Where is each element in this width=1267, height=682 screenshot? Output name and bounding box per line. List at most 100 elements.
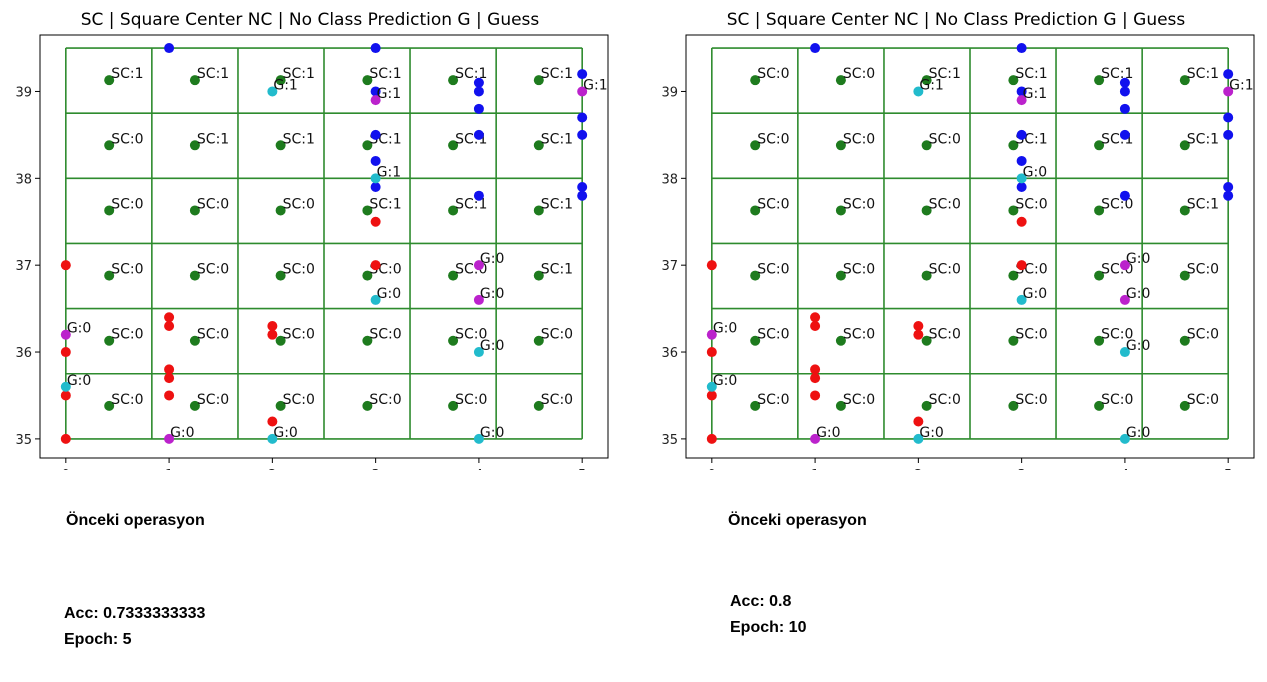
y-tick-label: 35 (661, 433, 678, 448)
class-1-point (577, 129, 588, 140)
square-center-point (921, 270, 932, 281)
guess-point (370, 294, 381, 305)
class-1-point (370, 155, 381, 166)
class-0-point (164, 320, 175, 331)
guess-point (473, 294, 484, 305)
square-center-label: SC:0 (197, 327, 229, 343)
square-center-point (921, 75, 932, 86)
guess-label: G:0 (170, 425, 194, 441)
class-1-point (1119, 86, 1130, 97)
square-center-point (362, 335, 373, 346)
square-center-label: SC:0 (1187, 392, 1219, 408)
square-center-point (1008, 335, 1019, 346)
square-center-label: SC:1 (283, 131, 315, 147)
class-1-point (1223, 112, 1234, 123)
square-center-point (275, 270, 286, 281)
class-0-point (267, 320, 278, 331)
square-center-point (533, 335, 544, 346)
y-tick-label: 39 (15, 85, 32, 100)
square-center-point (533, 270, 544, 281)
square-center-point (448, 335, 459, 346)
guess-point (1016, 294, 1027, 305)
square-center-point (104, 140, 115, 151)
square-center-label: SC:0 (111, 196, 143, 212)
square-center-point (1008, 270, 1019, 281)
guess-label: G:0 (67, 373, 91, 389)
square-center-label: SC:1 (541, 196, 573, 212)
guess-point (370, 173, 381, 184)
square-center-label: SC:0 (929, 327, 961, 343)
square-center-point (448, 75, 459, 86)
square-center-label: SC:0 (929, 131, 961, 147)
chart-title: SC | Square Center NC | No Class Predict… (81, 10, 540, 30)
class-0-point (810, 390, 821, 401)
square-center-label: SC:1 (1187, 131, 1219, 147)
x-tick-label: 3 (371, 468, 379, 470)
scatter-chart: SC | Square Center NC | No Class Predict… (15, 10, 609, 470)
class-1-point (164, 43, 175, 54)
class-0-point (164, 373, 175, 384)
square-center-label: SC:1 (197, 131, 229, 147)
square-center-point (835, 140, 846, 151)
square-center-point (1008, 75, 1019, 86)
guess-label: G:1 (1229, 77, 1253, 93)
square-center-point (362, 205, 373, 216)
square-center-point (362, 270, 373, 281)
class-0-point (706, 390, 717, 401)
class-1-point (810, 43, 821, 54)
class-1-point (1223, 182, 1234, 193)
guess-point (577, 86, 588, 97)
guess-point (60, 381, 71, 392)
y-tick-label: 39 (661, 85, 678, 100)
square-center-label: SC:1 (929, 66, 961, 82)
square-center-label: SC:0 (455, 327, 487, 343)
square-center-label: SC:0 (111, 392, 143, 408)
square-center-point (1179, 75, 1190, 86)
square-center-point (275, 205, 286, 216)
square-center-label: SC:0 (757, 131, 789, 147)
class-1-point (1223, 190, 1234, 201)
square-center-point (1094, 75, 1105, 86)
guess-label: G:0 (67, 321, 91, 337)
square-center-point (835, 205, 846, 216)
epoch-label: Epoch: 10 (730, 619, 807, 636)
square-center-label: SC:0 (283, 392, 315, 408)
square-center-point (835, 335, 846, 346)
square-center-point (275, 335, 286, 346)
class-0-point (706, 260, 717, 271)
square-center-label: SC:0 (111, 131, 143, 147)
guess-point (706, 329, 717, 340)
class-0-point (370, 260, 381, 271)
class-1-point (1223, 69, 1234, 80)
guess-point (370, 95, 381, 106)
square-center-point (1094, 400, 1105, 411)
square-center-point (362, 400, 373, 411)
class-0-point (706, 433, 717, 444)
square-center-point (189, 140, 200, 151)
square-center-point (921, 140, 932, 151)
square-center-label: SC:0 (843, 327, 875, 343)
guess-label: G:0 (480, 425, 504, 441)
square-center-point (275, 140, 286, 151)
class-1-point (577, 69, 588, 80)
guess-label: G:0 (377, 286, 401, 302)
class-1-point (577, 112, 588, 123)
class-1-point (1119, 103, 1130, 114)
chart-title: SC | Square Center NC | No Class Predict… (727, 10, 1186, 30)
x-tick-label: 1 (811, 468, 819, 470)
square-center-label: SC:0 (369, 392, 401, 408)
square-center-point (1094, 205, 1105, 216)
guess-label: G:1 (919, 77, 943, 93)
guess-label: G:0 (1023, 164, 1047, 180)
class-0-point (1016, 216, 1027, 227)
square-center-point (835, 75, 846, 86)
class-1-point (1016, 182, 1027, 193)
class-1-point (1016, 86, 1027, 97)
square-center-point (750, 205, 761, 216)
square-center-point (189, 400, 200, 411)
class-1-point (1119, 77, 1130, 88)
square-center-point (104, 270, 115, 281)
square-center-point (921, 400, 932, 411)
y-tick-label: 37 (661, 259, 678, 274)
square-center-point (448, 140, 459, 151)
